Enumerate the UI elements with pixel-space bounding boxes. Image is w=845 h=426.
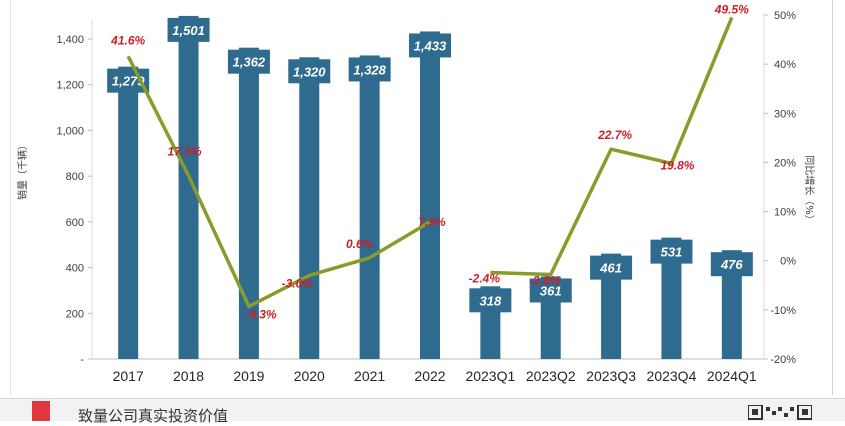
bar	[721, 250, 742, 359]
x-tick-label: 2020	[294, 368, 325, 384]
line-value-label: -2.8%	[529, 273, 561, 287]
y-right-tick-label: 50%	[774, 10, 796, 22]
y-right-tick-label: 10%	[774, 207, 796, 219]
y-tick-label: 400	[66, 263, 84, 275]
footer-bar: 致量公司真实投资价值	[0, 398, 845, 425]
bar	[299, 57, 320, 360]
x-tick-label: 2019	[233, 368, 264, 384]
bar-value-label: 1,362	[233, 55, 266, 70]
bar-label-box	[409, 33, 451, 58]
bar-value-label: 1,279	[112, 74, 145, 89]
y-right-tick-label: 40%	[774, 59, 796, 71]
bar	[238, 47, 259, 359]
bar-value-label: 1,328	[353, 62, 386, 77]
bar-label-box	[529, 278, 572, 303]
bar-value-label: 531	[661, 245, 683, 260]
bar-value-label: 461	[599, 261, 622, 276]
line-value-label: 7.9%	[418, 215, 446, 229]
qr-code-icon	[748, 405, 812, 420]
x-tick-label: 2023Q2	[526, 368, 576, 384]
bar-label-box	[650, 239, 693, 264]
bar-label-box	[348, 57, 391, 82]
sales-chart: - 200 400 600 800 1,000 1,200 1,400 -20% -10% 0% 10…	[16, 2, 816, 384]
line-value-label: 49.5%	[714, 2, 749, 16]
y-tick-label: 600	[66, 217, 84, 229]
bar-label-box	[288, 59, 331, 84]
bar-label-box	[167, 17, 210, 42]
y-tick-label: 800	[66, 171, 84, 183]
line-value-label: 41.6%	[110, 33, 145, 47]
line-value-label: 17.3%	[168, 145, 202, 159]
y-right-axis-title: 同比增长（%）	[803, 155, 816, 225]
y-tick-label: 1,200	[56, 80, 84, 92]
y-right-tick-label: 30%	[774, 108, 796, 120]
x-tick-label: 2018	[173, 368, 204, 384]
bar	[420, 31, 440, 359]
bar-value-label: 318	[480, 293, 502, 308]
bar-label-box	[227, 49, 270, 74]
bar	[359, 55, 380, 359]
bar	[118, 66, 139, 360]
x-tick-label: 2023Q1	[465, 368, 515, 384]
y-tick-label: -	[80, 354, 84, 366]
y-right-tick-label: 20%	[774, 157, 796, 169]
bar-label-box	[469, 288, 512, 313]
chart-panel: - 200 400 600 800 1,000 1,200 1,400 -20% -10% 0% 10…	[10, 0, 835, 395]
bar-label-box	[710, 252, 753, 277]
footer-text: 致量公司真实投资价值	[78, 407, 229, 425]
panel-border-right	[832, 0, 833, 395]
growth-line	[126, 55, 431, 309]
footer-red-marker	[32, 401, 50, 421]
y-tick-label: 1,000	[56, 125, 84, 137]
x-tick-label: 2024Q1	[707, 368, 757, 384]
line-value-label: 0.6%	[346, 237, 374, 251]
x-tick-label: 2023Q3	[586, 368, 636, 384]
bar	[661, 237, 682, 359]
x-tick-label: 2023Q4	[647, 368, 697, 384]
line-value-label: 19.8%	[660, 158, 694, 172]
y-tick-label: 200	[66, 308, 84, 320]
bar-value-label: 1,433	[414, 38, 447, 53]
x-tick-label: 2017	[113, 368, 144, 384]
y-axis-title: 销量（千辆）	[16, 140, 29, 200]
y-right-tick-label: -20%	[770, 354, 796, 366]
bar-value-label: 361	[540, 283, 562, 298]
bar-value-label: 476	[720, 257, 743, 272]
bar-value-label: 1,320	[293, 64, 326, 79]
bar-label-box	[590, 255, 633, 280]
line-value-label: -9.3%	[245, 307, 277, 321]
panel-border-left	[10, 0, 11, 395]
growth-line	[490, 16, 734, 277]
line-value-label: 22.7%	[597, 128, 632, 142]
x-tick-label: 2021	[354, 368, 385, 384]
y-right-tick-label: -10%	[770, 305, 796, 317]
x-tick-label: 2022	[414, 368, 445, 384]
bar	[601, 253, 622, 359]
line-value-label: -2.4%	[469, 272, 501, 286]
y-tick-label: 1,400	[56, 34, 84, 46]
bar	[178, 15, 199, 360]
bar-value-label: 1,501	[172, 23, 205, 38]
y-right-tick-label: 0%	[780, 256, 796, 268]
line-value-label: -3.0%	[282, 276, 314, 290]
